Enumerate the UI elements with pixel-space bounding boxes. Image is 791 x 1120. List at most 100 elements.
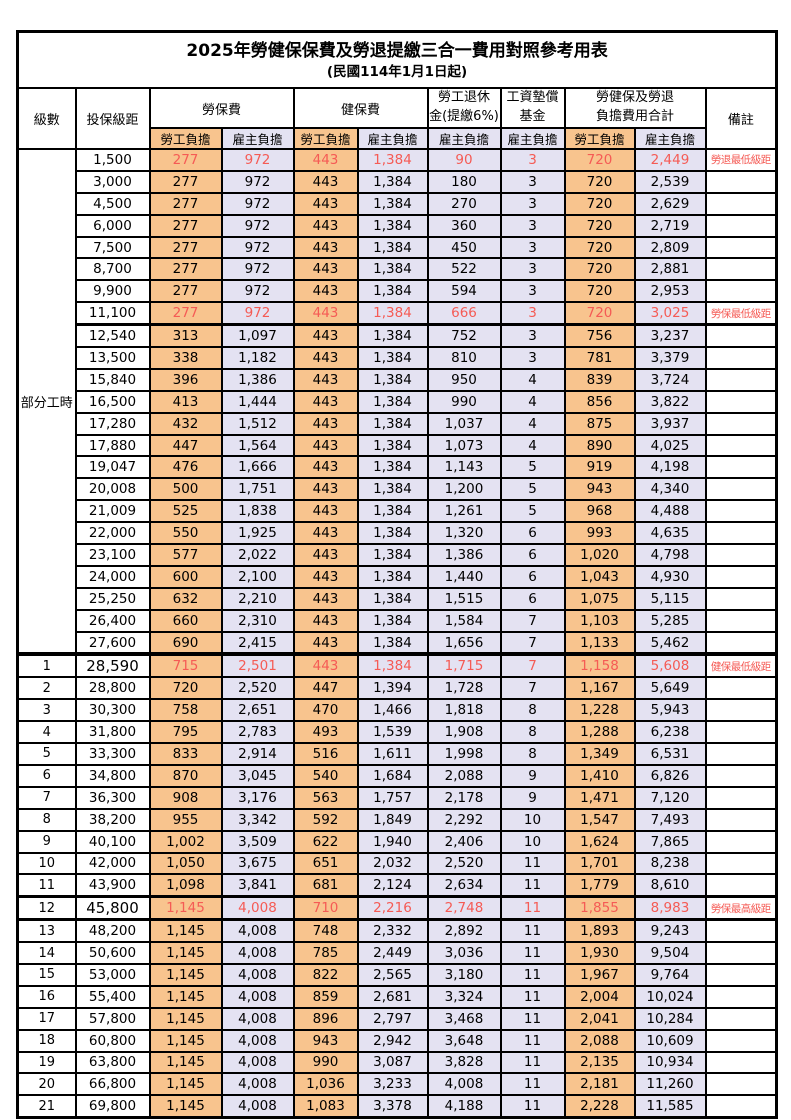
cell-health-employer: 1,384 xyxy=(356,608,429,633)
cell-labor-employee: 313 xyxy=(148,323,223,349)
cell-insured-bracket: 13,500 xyxy=(74,346,151,370)
cell-pension-employer: 3,648 xyxy=(426,1028,502,1053)
cell-labor-employer: 2,022 xyxy=(220,543,295,567)
cell-health-employer: 1,384 xyxy=(356,257,429,282)
cell-pension-employer: 1,656 xyxy=(426,630,502,656)
cell-health-employer: 1,384 xyxy=(356,323,429,349)
cell-pension-employer: 2,634 xyxy=(426,873,502,898)
cell-total-employee: 943 xyxy=(563,477,636,502)
cell-health-employee: 443 xyxy=(292,630,359,656)
cell-total-employee: 919 xyxy=(563,455,636,480)
cell-health-employee: 785 xyxy=(292,941,359,965)
cell-total-employer: 4,340 xyxy=(633,477,707,502)
cell-remark xyxy=(704,1028,778,1053)
cell-pension-employer: 180 xyxy=(426,169,502,194)
cell-wage-fund-employer: 4 xyxy=(499,389,566,414)
cell-labor-employer: 4,008 xyxy=(220,918,295,944)
cell-wage-fund-employer: 7 xyxy=(499,630,566,656)
cell-labor-employee: 577 xyxy=(148,543,223,567)
cell-total-employee: 1,779 xyxy=(563,873,636,898)
cell-wage-fund-employer: 3 xyxy=(499,169,566,194)
cell-total-employee: 1,547 xyxy=(563,807,636,832)
cell-wage-fund-employer: 11 xyxy=(499,1006,566,1031)
cell-remark xyxy=(704,543,778,567)
cell-level: 部分工時 xyxy=(16,147,77,656)
cell-total-employer: 4,930 xyxy=(633,564,707,589)
cell-total-employer: 4,798 xyxy=(633,543,707,567)
cell-health-employee: 443 xyxy=(292,521,359,546)
cell-labor-employee: 1,145 xyxy=(148,1050,223,1075)
cell-insured-bracket: 16,500 xyxy=(74,389,151,414)
table-row: 5 33,300 833 2,914 516 1,611 1,998 8 1,349 6,531 xyxy=(16,742,778,766)
cell-labor-employer: 4,008 xyxy=(220,941,295,965)
cell-total-employee: 1,133 xyxy=(563,630,636,656)
cell-labor-employer: 4,008 xyxy=(220,895,295,921)
cell-remark xyxy=(704,586,778,611)
cell-health-employer: 2,332 xyxy=(356,918,429,944)
cell-pension-employer: 522 xyxy=(426,257,502,282)
cell-health-employee: 443 xyxy=(292,586,359,611)
cell-health-employee: 443 xyxy=(292,301,359,326)
cell-pension-employer: 1,818 xyxy=(426,698,502,723)
cell-total-employee: 1,167 xyxy=(563,676,636,701)
cell-health-employer: 1,384 xyxy=(356,652,429,679)
cell-total-employee: 1,288 xyxy=(563,720,636,745)
cell-health-employer: 2,797 xyxy=(356,1006,429,1031)
table-row: 21 69,800 1,145 4,008 1,083 3,378 4,188 11 2,228… xyxy=(16,1094,778,1119)
table-row: 13 48,200 1,145 4,008 748 2,332 2,892 11 1,893 9,… xyxy=(16,918,778,944)
premium-reference-table: 2025年勞健保保費及勞退提繳三合一費用對照參考用表 (民國114年1月1日起)… xyxy=(16,30,779,1120)
cell-health-employer: 2,032 xyxy=(356,851,429,876)
cell-health-employee: 443 xyxy=(292,169,359,194)
cell-total-employer: 2,953 xyxy=(633,279,707,304)
cell-pension-employer: 1,037 xyxy=(426,411,502,436)
cell-remark xyxy=(704,984,778,1009)
cell-insured-bracket: 38,200 xyxy=(74,807,151,832)
cell-health-employee: 516 xyxy=(292,742,359,766)
cell-total-employee: 720 xyxy=(563,235,636,260)
cell-labor-employer: 1,838 xyxy=(220,499,295,524)
cell-health-employee: 651 xyxy=(292,851,359,876)
table-row: 9,900 277 972 443 1,384 594 3 720 2,953 xyxy=(18,279,778,304)
cell-level: 14 xyxy=(16,941,77,965)
header-group-row: 級數 投保級距 勞保費 健保費 勞工退休 金(提繳6%) 工資墊償 基金 勞健保… xyxy=(16,87,778,150)
table-row: 17,280 432 1,512 443 1,384 1,037 4 875 3,937 xyxy=(18,411,778,436)
cell-total-employer: 11,260 xyxy=(633,1072,707,1097)
cell-remark xyxy=(704,235,778,260)
cell-labor-employee: 413 xyxy=(148,389,223,414)
cell-level: 2 xyxy=(16,676,77,701)
cell-total-employer: 4,488 xyxy=(633,499,707,524)
cell-total-employer: 5,943 xyxy=(633,698,707,723)
cell-insured-bracket: 21,009 xyxy=(74,499,151,524)
cell-labor-employer: 2,210 xyxy=(220,586,295,611)
cell-insured-bracket: 66,800 xyxy=(74,1072,151,1097)
cell-wage-fund-employer: 9 xyxy=(499,785,566,810)
cell-remark xyxy=(704,676,778,701)
cell-labor-employer: 4,008 xyxy=(220,1094,295,1119)
cell-wage-fund-employer: 7 xyxy=(499,608,566,633)
subheader-total-employer: 雇主負擔 xyxy=(633,127,707,150)
cell-labor-employer: 1,564 xyxy=(220,433,295,458)
cell-pension-employer: 1,386 xyxy=(426,543,502,567)
cell-labor-employer: 1,444 xyxy=(220,389,295,414)
table-row: 15 53,000 1,145 4,008 822 2,565 3,180 11 1,967 9,… xyxy=(16,962,778,987)
cell-health-employee: 1,036 xyxy=(292,1072,359,1097)
cell-total-employer: 4,635 xyxy=(633,521,707,546)
cell-health-employer: 1,849 xyxy=(356,807,429,832)
cell-total-employee: 2,004 xyxy=(563,984,636,1009)
cell-pension-employer: 3,180 xyxy=(426,962,502,987)
table-row: 21,009 525 1,838 443 1,384 1,261 5 968 4,488 xyxy=(18,499,778,524)
cell-insured-bracket: 53,000 xyxy=(74,962,151,987)
cell-labor-employer: 4,008 xyxy=(220,984,295,1009)
cell-remark xyxy=(704,941,778,965)
cell-pension-employer: 90 xyxy=(426,148,502,172)
cell-remark xyxy=(704,1072,778,1097)
cell-labor-employee: 525 xyxy=(148,499,223,524)
col-header-labor-insurance: 勞保費 xyxy=(148,87,295,129)
cell-total-employer: 2,449 xyxy=(633,148,707,172)
cell-total-employee: 720 xyxy=(563,257,636,282)
cell-pension-employer: 1,200 xyxy=(426,477,502,502)
cell-total-employer: 4,025 xyxy=(633,433,707,458)
cell-total-employer: 2,539 xyxy=(633,169,707,194)
cell-labor-employer: 2,415 xyxy=(220,630,295,656)
cell-wage-fund-employer: 7 xyxy=(499,676,566,701)
